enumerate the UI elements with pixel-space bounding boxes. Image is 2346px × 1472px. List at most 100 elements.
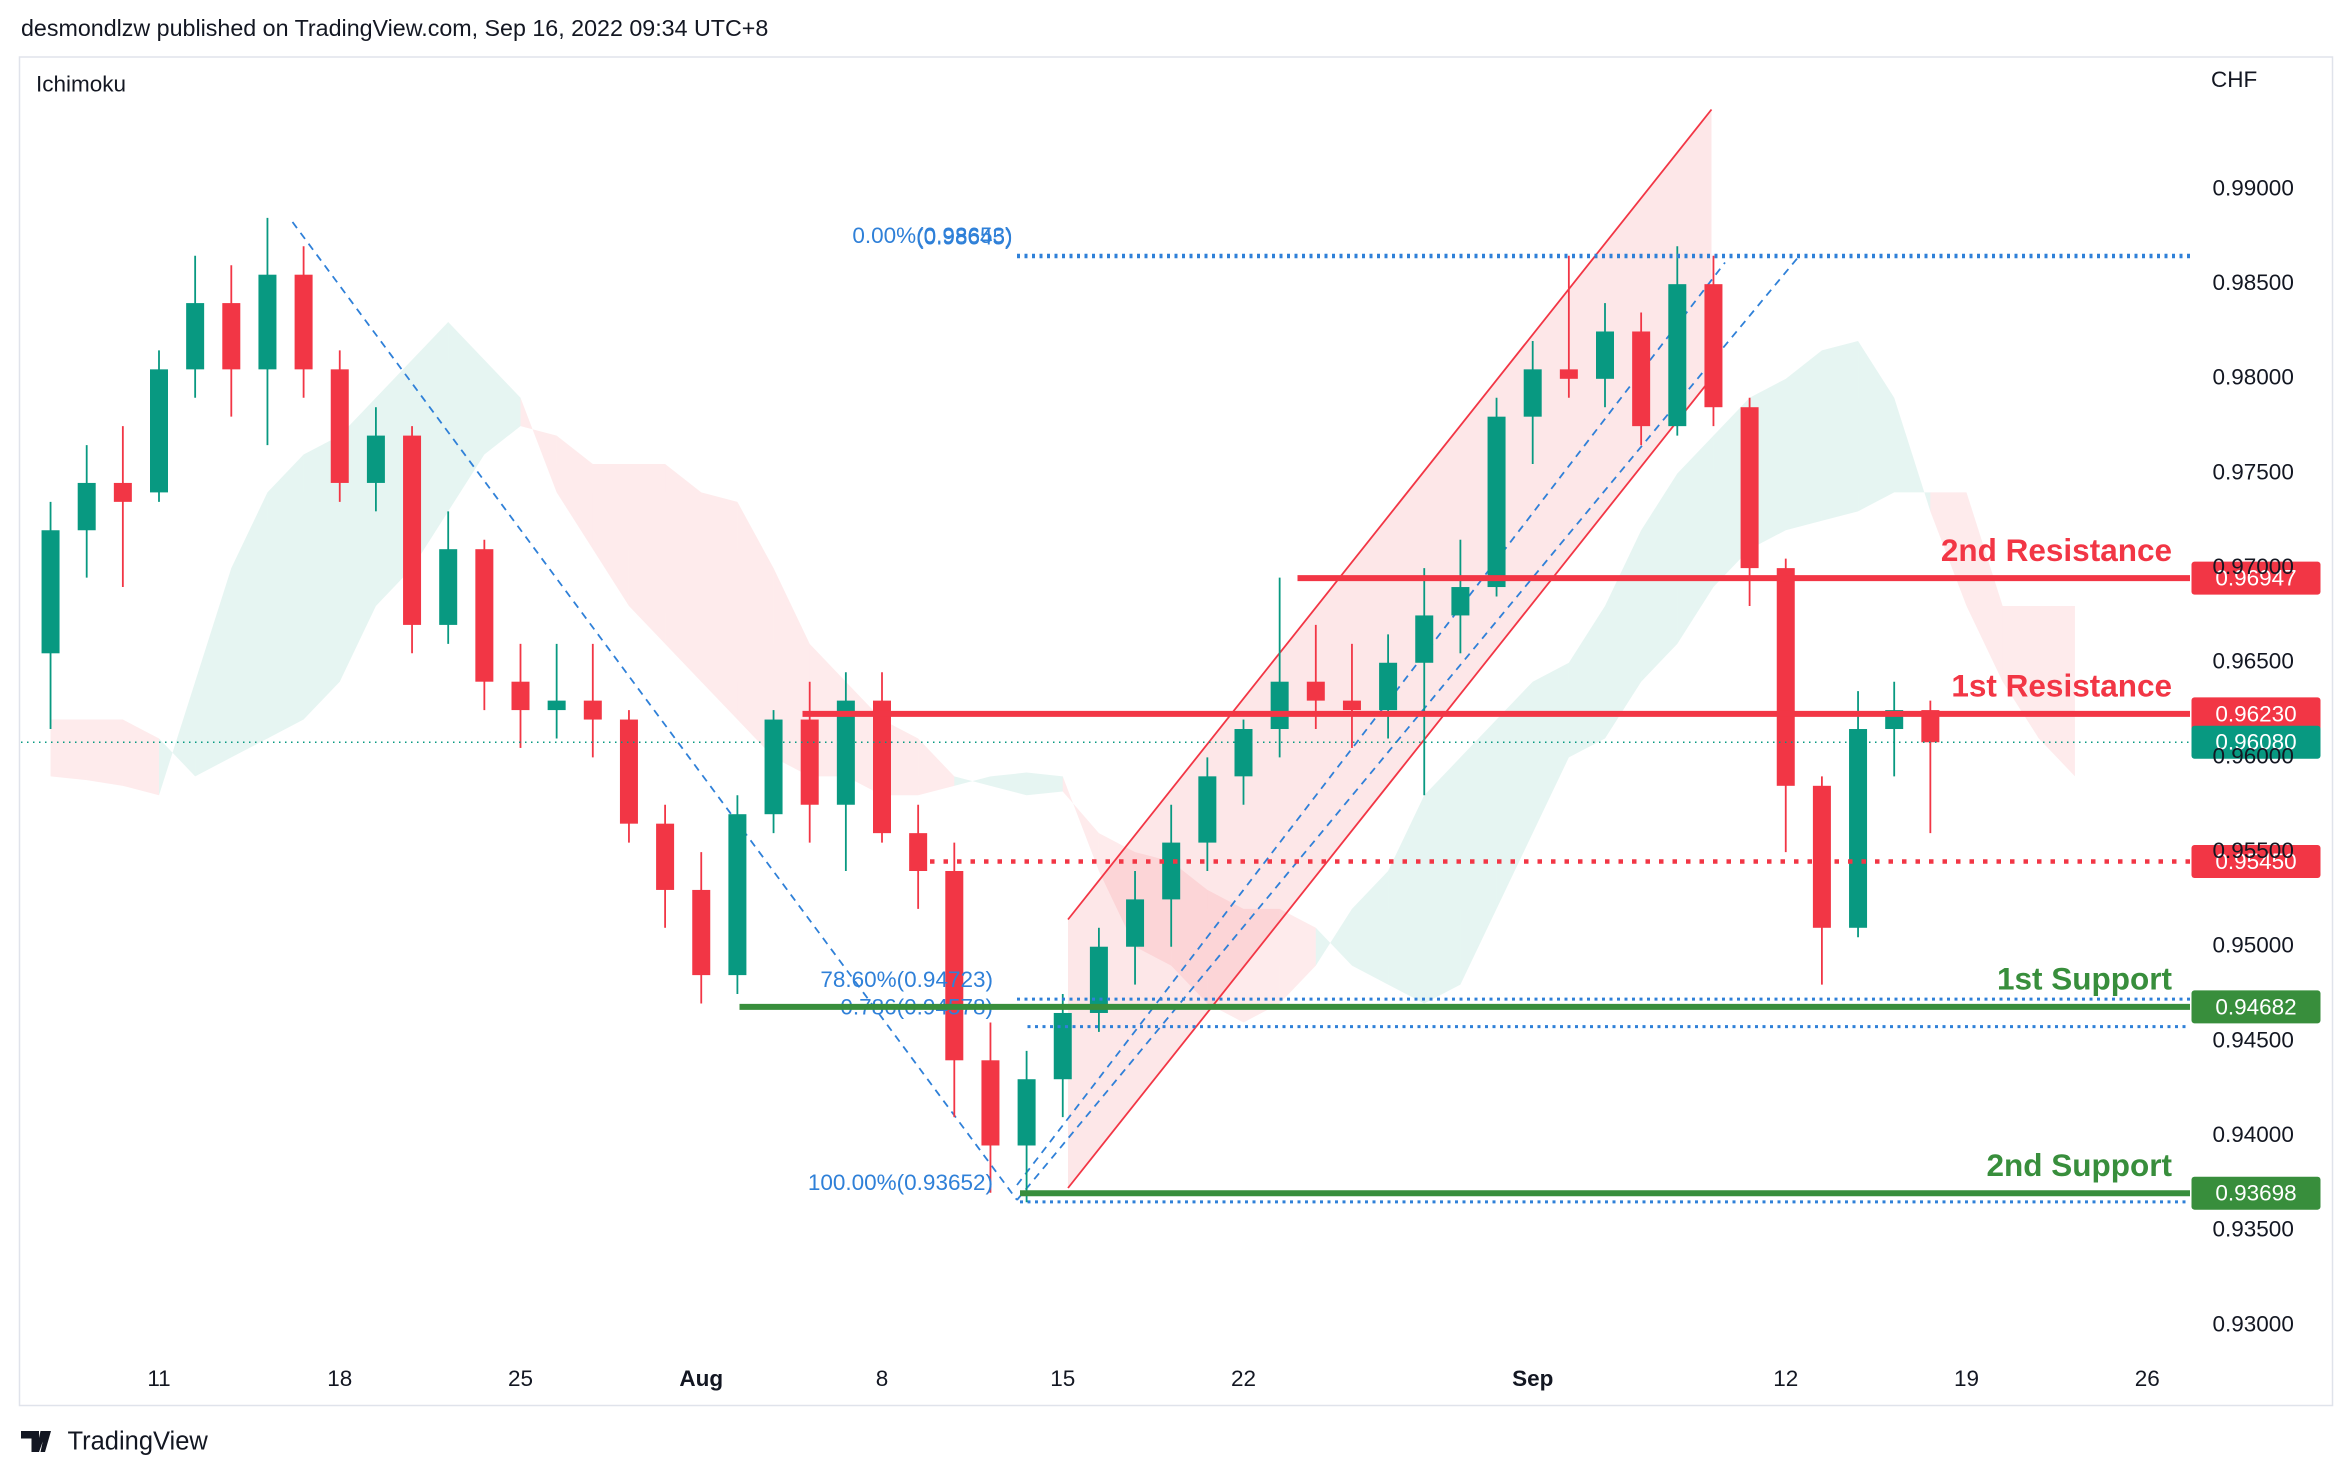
candle-body [1451,587,1470,616]
candle-body [222,303,241,370]
fib-level-label: 78.60%(0.94723) [820,967,993,992]
y-tick-label: 0.99000 [2213,175,2294,200]
y-tick-label: 0.93500 [2213,1217,2294,1242]
drawings [291,108,1801,1201]
candle-body [1668,284,1687,427]
candle-body [1523,369,1542,417]
cloud-segment [50,719,87,781]
candle-body [366,435,385,483]
candle-body [1379,662,1398,711]
cloud-segment [665,464,702,682]
cloud-segment [86,719,123,786]
cloud-segment [1279,908,1316,1004]
level-name: 2nd Support [1987,1147,2173,1183]
level-value-label: 0.96947 [2215,566,2296,591]
level-value-label: 0.96230 [2215,701,2296,726]
candle-body [1053,1012,1072,1080]
cloud-segment [1207,889,1244,1023]
cloud-segment [484,359,521,455]
candle-body [1017,1079,1036,1146]
candle-body [1812,785,1831,928]
candle-body [1632,331,1651,427]
level-value-label: 0.95450 [2215,849,2296,874]
header-text: desmondlzw published on TradingView.com,… [21,15,768,41]
candle-body [692,889,711,976]
cloud-segment [1351,870,1389,985]
y-tick-label: 0.96500 [2213,649,2294,674]
cloud-segment [882,719,919,796]
y-tick-label: 0.97000 [2213,554,2294,579]
cloud-segment [737,501,774,758]
cloud-segment [1858,340,1895,512]
x-tick-label: 8 [876,1366,889,1391]
candle-body [800,719,819,805]
candle-body [1849,729,1868,928]
candle-body [294,274,313,370]
candle-body [764,719,783,815]
cloud-segment [231,492,268,758]
channel-mid-line [1016,254,1801,1201]
x-tick-label: Sep [1512,1366,1553,1391]
cloud-segment [1171,861,1208,1004]
level-badge [2191,845,2321,879]
cloud-segment [1315,908,1352,966]
cloud-segment [1568,605,1605,758]
axes: 0.93000 0.93500 0.94000 0.94500 0.95000 0.955… [147,175,2294,1390]
x-tick-label: 18 [327,1366,352,1391]
cloud-segment [592,464,629,606]
candle-body [728,814,747,976]
cloud-segment [1243,908,1280,1023]
footer-logo [21,1431,51,1453]
fib-trend-line [291,221,1018,1201]
level-name: 2nd Resistance [1941,532,2172,568]
cloud-segment [339,397,376,682]
candle-body [150,369,168,493]
candle-body [77,482,96,531]
cloud-segment [412,322,449,569]
y-tick-label: 0.97500 [2213,459,2294,484]
level-name: 1st Support [1997,961,2173,997]
candle-body [1776,568,1795,786]
cloud-segment [303,435,340,720]
candles [41,217,1940,1203]
candle-body [873,700,891,834]
x-tick-label: 15 [1050,1366,1075,1391]
candle-body [909,833,928,871]
channel-upper [1067,108,1713,921]
y-tick-label: 0.96000 [2213,743,2294,768]
candle-body [1234,729,1253,777]
cloud-segment [1821,340,1859,521]
candle-body [1415,615,1434,663]
cloud-segment [375,359,413,606]
x-tick-label: 25 [508,1366,533,1391]
cloud-segment [1388,795,1425,1004]
level-value-label: 0.93698 [2215,1181,2296,1206]
candle-body [1198,776,1217,843]
cloud-segment [1424,757,1461,1004]
cloud-segment [267,454,304,739]
ichimoku-cloud [50,322,2075,1023]
candle-body [403,435,422,625]
candle-body [475,549,494,682]
footer: TradingView [21,1428,208,1456]
cloud-segment [1135,852,1172,966]
cloud-segment [1496,681,1533,909]
y-tick-label: 0.98000 [2213,365,2294,390]
y-tick-label: 0.95000 [2213,933,2294,958]
candle-body [656,823,675,890]
candle-body [583,700,602,720]
y-tick-label: 0.94000 [2213,1122,2294,1147]
cloud-segment [1460,719,1497,985]
cloud-segment [954,776,991,786]
fib-level-label: 0.00%(0.98653) [852,223,1012,248]
x-tick-label: Aug [679,1366,723,1391]
x-tick-label: 11 [147,1366,170,1391]
y-tick-label: 0.98500 [2213,270,2294,295]
chart-frame [18,56,2334,1407]
cloud-segment [701,492,738,720]
candle-body [619,719,638,824]
candle-body [41,530,60,654]
cloud-segment [1749,378,1786,550]
